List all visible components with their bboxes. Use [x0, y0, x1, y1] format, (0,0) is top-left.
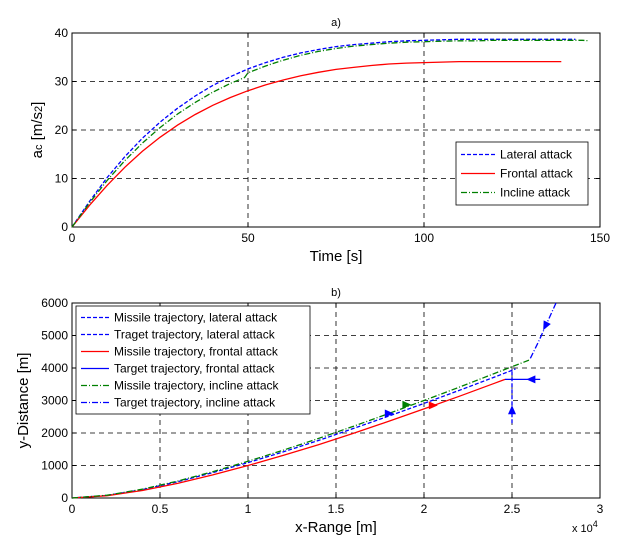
ylabel-unit: [m/s	[29, 112, 46, 145]
legend-label: Missile trajectory, lateral attack	[114, 311, 278, 325]
y-tick-label: 1000	[41, 459, 68, 473]
series-line-1	[71, 368, 516, 499]
y-tick-label: 4000	[41, 361, 68, 375]
ylabel-end: ]	[29, 102, 46, 106]
panel-a-y-axis-label: ac [m/s2]	[29, 102, 46, 159]
ylabel-superscript: 2	[33, 106, 45, 112]
x-tick-label: 3	[597, 502, 604, 516]
direction-arrow	[543, 320, 551, 331]
panel-b: b) 0 0.5 1 1.5 2 2.5 3 0 1000 2000 3000 4000 5000 600…	[15, 287, 604, 536]
panel-b-x-axis-label: x-Range [m]	[295, 519, 377, 536]
series-line-2	[71, 60, 562, 228]
x-tick-label: 0	[69, 231, 76, 245]
y-tick-label: 0	[61, 491, 68, 505]
x-tick-label: 0	[69, 502, 76, 516]
direction-arrow	[402, 400, 412, 409]
y-tick-label: 6000	[41, 296, 68, 310]
y-tick-label: 0	[61, 220, 68, 234]
multiplier-exponent: 4	[593, 519, 598, 529]
ylabel-subscript: c	[33, 144, 45, 150]
panel-a-grid	[72, 33, 600, 227]
panel-b-title: b)	[331, 287, 341, 299]
y-tick-label: 5000	[41, 329, 68, 343]
x-tick-label: 150	[590, 231, 610, 245]
panel-b-x-multiplier: x 104	[572, 519, 598, 535]
legend-label: Frontal attack	[500, 167, 574, 181]
panel-a: a) 0 50 100 150 0 10 20 30 40 Time [s] ac [m/s2]…	[29, 17, 610, 265]
multiplier-base: x 10	[572, 523, 593, 535]
y-tick-label: 20	[55, 123, 69, 137]
series-line-3	[71, 39, 590, 228]
series-line-6	[529, 302, 557, 361]
y-tick-label: 40	[55, 26, 69, 40]
legend-label: Target trajectory, frontal attack	[114, 362, 276, 376]
x-tick-label: 1.5	[328, 502, 345, 516]
x-tick-label: 0.5	[152, 502, 169, 516]
y-tick-label: 3000	[41, 394, 68, 408]
panel-b-series	[71, 302, 557, 499]
x-tick-label: 2.5	[504, 502, 521, 516]
legend-label: Target trajectory, incline attack	[114, 396, 276, 410]
panel-a-series	[71, 38, 590, 228]
ylabel-main: a	[29, 149, 46, 158]
direction-arrow	[526, 375, 536, 384]
legend-label: Missile trajectory, incline attack	[114, 379, 279, 393]
panel-a-ticks: 0 50 100 150 0 10 20 30 40	[55, 26, 611, 245]
direction-arrow	[384, 409, 394, 418]
x-tick-label: 1	[245, 502, 252, 516]
x-tick-label: 50	[241, 231, 255, 245]
panel-b-y-axis-label: y-Distance [m]	[15, 353, 32, 449]
panel-b-legend: Missile trajectory, lateral attack Traget…	[75, 305, 311, 415]
direction-arrow	[508, 405, 516, 415]
panel-a-x-axis-label: Time [s]	[310, 248, 363, 265]
series-line-1	[71, 38, 576, 228]
panel-a-title: a)	[331, 17, 341, 29]
y-tick-label: 10	[55, 172, 69, 186]
y-tick-label: 2000	[41, 426, 68, 440]
series-line-3	[71, 378, 506, 499]
legend-label: Traget trajectory, lateral attack	[114, 328, 276, 342]
panel-b-ticks: 0 0.5 1 1.5 2 2.5 3 0 1000 2000 3000 4000 5000 6000	[41, 296, 603, 516]
x-tick-label: 100	[414, 231, 434, 245]
legend-box	[75, 305, 311, 415]
y-tick-label: 30	[55, 75, 69, 89]
legend-label: Incline attack	[500, 186, 571, 200]
legend-label: Missile trajectory, frontal attack	[114, 345, 279, 359]
series-line-5	[71, 359, 530, 499]
x-tick-label: 2	[421, 502, 428, 516]
legend-label: Lateral attack	[500, 148, 573, 162]
direction-arrow	[428, 401, 438, 410]
panel-a-legend: Lateral attack Frontal attack Incline atta…	[455, 141, 589, 206]
panel-b-arrows	[384, 320, 551, 418]
